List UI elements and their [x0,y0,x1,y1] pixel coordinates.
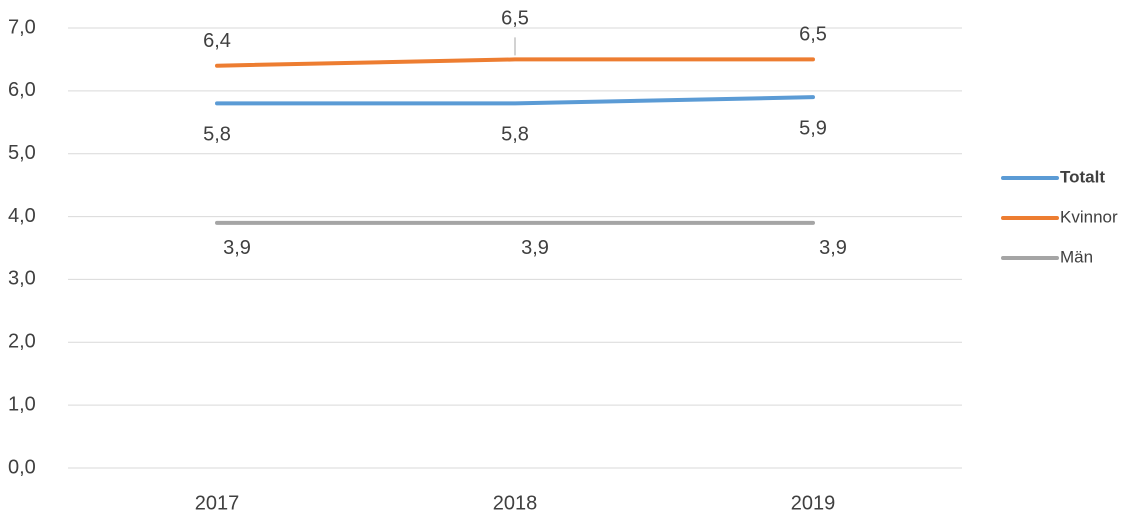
series-line [215,57,815,68]
value-label: 5,8 [203,124,231,146]
legend-label: Kvinnor [1060,207,1118,226]
value-label: 6,5 [799,24,827,46]
value-label: 6,4 [203,30,231,52]
y-tick-label: 5,0 [8,142,36,164]
value-label: 3,9 [819,237,847,259]
value-label: 3,9 [521,237,549,259]
y-tick-label: 6,0 [8,79,36,101]
x-tick-label: 2017 [195,492,240,513]
y-tick-label: 3,0 [8,268,36,290]
value-label: 5,8 [501,124,529,146]
y-tick-label: 1,0 [8,393,36,415]
legend-label: Män [1060,247,1093,266]
legend-label: Totalt [1060,167,1105,186]
value-label: 6,5 [501,8,529,30]
y-tick-label: 0,0 [8,456,36,478]
y-tick-label: 4,0 [8,205,36,227]
value-label: 3,9 [223,237,251,259]
value-label: 5,9 [799,117,827,139]
x-tick-label: 2019 [791,492,836,513]
x-tick-label: 2018 [493,492,538,513]
series-line [215,95,815,106]
y-tick-label: 2,0 [8,331,36,353]
y-tick-label: 7,0 [8,16,36,38]
